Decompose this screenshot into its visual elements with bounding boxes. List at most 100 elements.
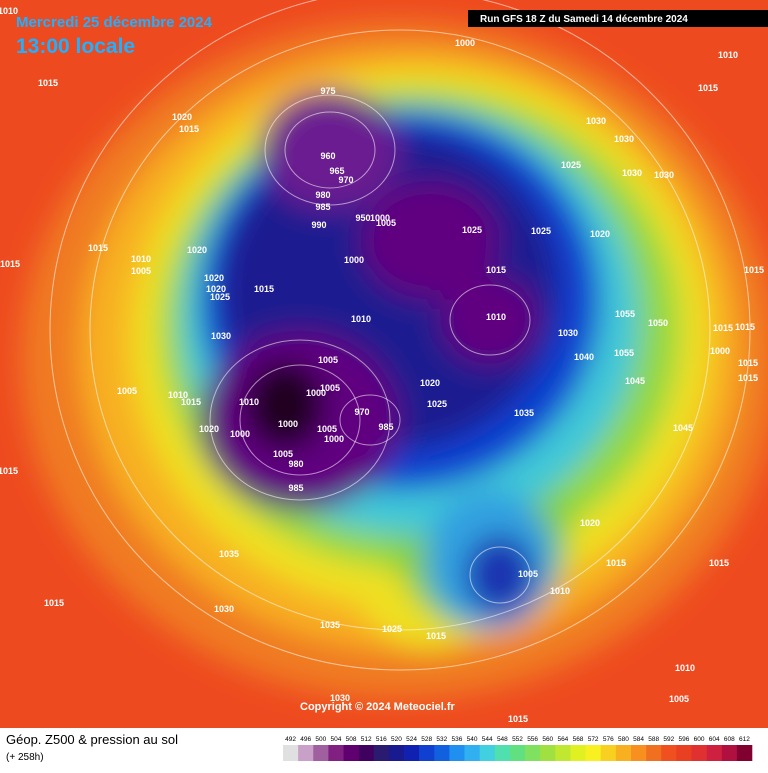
isobar-label: 1010 bbox=[550, 586, 570, 596]
isobar-label: 1015 bbox=[88, 243, 108, 253]
colorbar-label: 508 bbox=[346, 736, 357, 743]
colorbar-cell bbox=[509, 745, 526, 761]
isobar-label: 1015 bbox=[606, 558, 626, 568]
colorbar-label: 608 bbox=[724, 736, 735, 743]
colorbar-label: 572 bbox=[588, 736, 599, 743]
colorbar-cell bbox=[600, 745, 617, 761]
geopotential-field bbox=[0, 0, 768, 728]
isobar-label: 1020 bbox=[187, 245, 207, 255]
isobar-label: 1030 bbox=[614, 134, 634, 144]
isobar-label: 1005 bbox=[518, 569, 538, 579]
colorbar-cell bbox=[570, 745, 586, 761]
isobar-label: 1000 bbox=[344, 255, 364, 265]
colorbar-label: 612 bbox=[739, 736, 750, 743]
isobar-label: 1025 bbox=[382, 624, 402, 634]
colorbar-cell bbox=[676, 745, 692, 761]
isobar-label: 1015 bbox=[426, 631, 446, 641]
isobar-label: 950 bbox=[355, 213, 370, 223]
isobar-label: 975 bbox=[320, 86, 335, 96]
isobar-label: 985 bbox=[315, 202, 330, 212]
isobar-label: 1030 bbox=[586, 116, 606, 126]
isobar-label: 980 bbox=[315, 190, 330, 200]
isobar-label: 1045 bbox=[625, 376, 645, 386]
colorbar-cell bbox=[630, 745, 647, 761]
valid-time: 13:00 locale bbox=[16, 35, 135, 58]
colorbar-cell bbox=[555, 745, 571, 761]
isobar-label: 1015 bbox=[44, 598, 64, 608]
colorbar-label: 540 bbox=[467, 736, 478, 743]
colorbar-label: 528 bbox=[421, 736, 432, 743]
isobar-label: 1055 bbox=[615, 309, 635, 319]
isobar-label: 1020 bbox=[206, 284, 226, 294]
colorbar-cell bbox=[585, 745, 602, 761]
colorbar-label: 524 bbox=[406, 736, 417, 743]
isobar-label: 1005 bbox=[376, 218, 396, 228]
valid-date: Mercredi 25 décembre 2024 bbox=[16, 14, 213, 31]
isobar-label: 1010 bbox=[486, 312, 506, 322]
isobar-label: 1035 bbox=[514, 408, 534, 418]
isobar-label: 1015 bbox=[486, 265, 506, 275]
isobar-label: 1010 bbox=[168, 390, 188, 400]
colorbar-label: 556 bbox=[527, 736, 538, 743]
colorbar-label: 580 bbox=[618, 736, 629, 743]
colorbar-cell bbox=[313, 745, 329, 761]
isobar-label: 1010 bbox=[675, 663, 695, 673]
colorbar-label: 596 bbox=[678, 736, 689, 743]
copyright: Copyright © 2024 Meteociel.fr bbox=[300, 701, 456, 713]
colorbar-cell bbox=[358, 745, 375, 761]
colorbar-cell bbox=[373, 745, 390, 761]
colorbar-label: 504 bbox=[331, 736, 342, 743]
colorbar-label: 532 bbox=[436, 736, 447, 743]
isobar-label: 985 bbox=[288, 483, 303, 493]
isobar-label: 1010 bbox=[351, 314, 371, 324]
colorbar-cell bbox=[343, 745, 359, 761]
isobar-label: 1010 bbox=[239, 397, 259, 407]
isobar-label: 1015 bbox=[0, 259, 20, 269]
isobar-label: 1025 bbox=[531, 226, 551, 236]
isobar-label: 1010 bbox=[0, 6, 18, 16]
isobar-label: 1005 bbox=[318, 355, 338, 365]
colorbar-cell bbox=[494, 745, 511, 761]
colorbar-label: 516 bbox=[376, 736, 387, 743]
isobar-label: 1030 bbox=[211, 331, 231, 341]
isobar-label: 1020 bbox=[204, 273, 224, 283]
colorbar-cell bbox=[479, 745, 496, 761]
isobar-label: 1005 bbox=[317, 424, 337, 434]
isobar-label: 990 bbox=[311, 220, 326, 230]
isobar-label: 1025 bbox=[210, 292, 230, 302]
isobar-label: 1015 bbox=[38, 78, 58, 88]
colorbar-cell bbox=[449, 745, 465, 761]
isobar-label: 1000 bbox=[324, 434, 344, 444]
colorbar-cell bbox=[540, 745, 556, 761]
isobar-label: 1015 bbox=[698, 83, 718, 93]
isobar-label: 1000 bbox=[306, 388, 326, 398]
colorbar-label: 552 bbox=[512, 736, 523, 743]
colorbar-cell bbox=[404, 745, 420, 761]
isobar-label: 1000 bbox=[710, 346, 730, 356]
colorbar-label: 548 bbox=[497, 736, 508, 743]
isobar-label: 1005 bbox=[273, 449, 293, 459]
lead-time: (+ 258h) bbox=[6, 752, 44, 763]
isobar-label: 1025 bbox=[427, 399, 447, 409]
isobar-label: 1000 bbox=[370, 213, 390, 223]
isobar-label: 965 bbox=[329, 166, 344, 176]
isobar-label: 1005 bbox=[320, 383, 340, 393]
isobar-label: 1000 bbox=[278, 419, 298, 429]
isobar-label: 1015 bbox=[735, 322, 755, 332]
isobar-label: 1015 bbox=[508, 714, 528, 724]
isobar-label: 1005 bbox=[669, 694, 689, 704]
isobar-label: 1015 bbox=[0, 466, 18, 476]
colorbar-cell bbox=[388, 745, 405, 761]
colorbar-label: 500 bbox=[315, 736, 326, 743]
colorbar-label: 544 bbox=[482, 736, 493, 743]
colorbar-label: 604 bbox=[709, 736, 720, 743]
isobar-label: 1020 bbox=[580, 518, 600, 528]
isobar-label: 1045 bbox=[673, 423, 693, 433]
isobar-label: 980 bbox=[288, 459, 303, 469]
colorbar-label: 576 bbox=[603, 736, 614, 743]
isobar-label: 1050 bbox=[648, 318, 668, 328]
colorbar-label: 492 bbox=[285, 736, 296, 743]
colorbar-label: 564 bbox=[557, 736, 568, 743]
colorbar-label: 588 bbox=[648, 736, 659, 743]
